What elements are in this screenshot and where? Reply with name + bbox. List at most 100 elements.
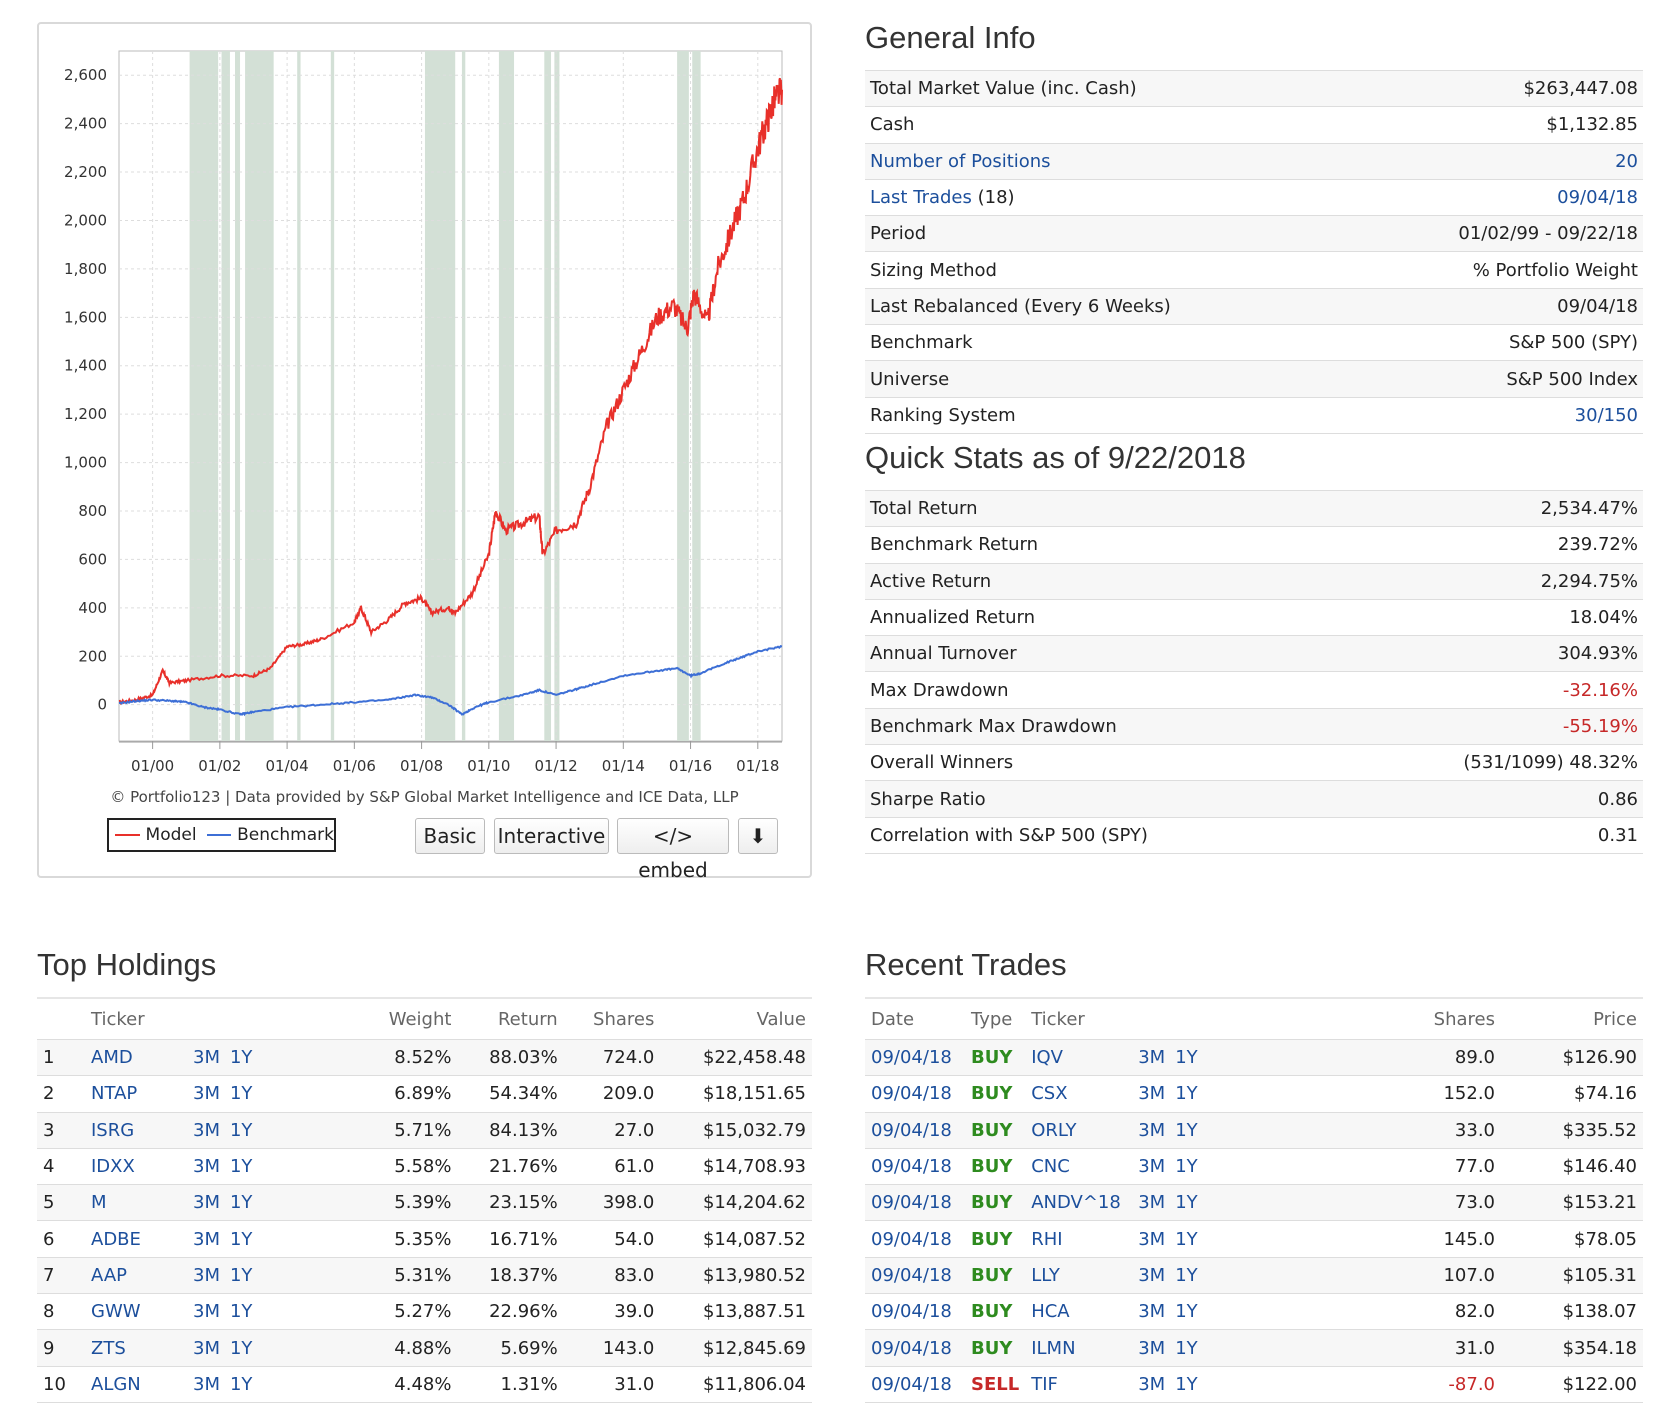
trade-date-link[interactable]: 09/04/18: [865, 1184, 965, 1221]
chart-1y-link[interactable]: 1Y: [1175, 1192, 1198, 1214]
holding-ticker-link[interactable]: AMD: [85, 1038, 187, 1076]
holding-ticker-link[interactable]: ADBE: [85, 1220, 187, 1258]
trade-ticker-link[interactable]: RHI: [1025, 1220, 1133, 1258]
value-header[interactable]: Value: [660, 997, 812, 1040]
ticker-header[interactable]: Ticker: [1025, 997, 1133, 1040]
trade-date-link[interactable]: 09/04/18: [865, 1365, 965, 1403]
type-header[interactable]: Type: [965, 997, 1026, 1040]
chart-3m-link[interactable]: 3M: [1138, 1228, 1166, 1250]
interactive-button[interactable]: Interactive: [494, 818, 609, 854]
return-header[interactable]: Return: [457, 997, 564, 1040]
info-value[interactable]: 20: [1348, 142, 1643, 180]
chart-3m-link[interactable]: 3M: [1138, 1373, 1166, 1395]
trade-ticker-link[interactable]: IQV: [1025, 1038, 1133, 1076]
chart-3m-link[interactable]: 3M: [193, 1192, 220, 1214]
chart-1y-link[interactable]: 1Y: [1175, 1337, 1198, 1359]
trade-date-link[interactable]: 09/04/18: [865, 1293, 965, 1330]
holding-ticker-link[interactable]: ISRG: [85, 1111, 187, 1149]
chart-3m-link[interactable]: 3M: [193, 1156, 220, 1178]
y-tick-label: 2,600: [64, 66, 107, 84]
chart-3m-link[interactable]: 3M: [193, 1301, 220, 1323]
performance-chart[interactable]: 2,600 2,400 2,200 2,000 1,800 1,600 1,400 1,200…: [39, 24, 810, 876]
chart-1y-link[interactable]: 1Y: [229, 1228, 253, 1250]
chart-3m-link[interactable]: 3M: [1138, 1301, 1166, 1323]
chart-1y-link[interactable]: 1Y: [229, 1047, 253, 1069]
chart-1y-link[interactable]: 1Y: [1175, 1228, 1198, 1250]
shares-header[interactable]: Shares: [1234, 997, 1501, 1040]
general-info-row: Universe S&P 500 Index: [865, 360, 1643, 398]
chart-3m-link[interactable]: 3M: [1138, 1119, 1166, 1141]
chart-1y-link[interactable]: 1Y: [1175, 1264, 1198, 1286]
chart-1y-link[interactable]: 1Y: [1175, 1047, 1198, 1069]
basic-button[interactable]: Basic: [415, 818, 485, 854]
chart-legend[interactable]: Model Benchmark: [107, 818, 336, 852]
chart-1y-link[interactable]: 1Y: [229, 1301, 253, 1323]
chart-3m-link[interactable]: 3M: [1138, 1337, 1166, 1359]
trade-ticker-link[interactable]: CNC: [1025, 1147, 1133, 1185]
weight-header[interactable]: Weight: [359, 997, 458, 1040]
trade-date-link[interactable]: 09/04/18: [865, 1147, 965, 1185]
model-legend-label[interactable]: Model: [145, 825, 197, 845]
chart-3m-link[interactable]: 3M: [1138, 1047, 1166, 1069]
trade-date-link[interactable]: 09/04/18: [865, 1329, 965, 1367]
chart-1y-link[interactable]: 1Y: [229, 1119, 253, 1141]
trade-date-link[interactable]: 09/04/18: [865, 1111, 965, 1149]
info-label[interactable]: Last Trades: [870, 187, 972, 209]
trade-ticker-link[interactable]: ILMN: [1025, 1329, 1133, 1367]
chart-1y-link[interactable]: 1Y: [1175, 1119, 1198, 1141]
chart-1y-link[interactable]: 1Y: [229, 1192, 253, 1214]
trade-date-link[interactable]: 09/04/18: [865, 1220, 965, 1258]
info-value[interactable]: 30/150: [1348, 396, 1643, 434]
embed-button[interactable]: </> embed: [617, 818, 729, 882]
chart-3m-link[interactable]: 3M: [1138, 1083, 1166, 1105]
quick-stat-row: Sharpe Ratio 0.86: [865, 780, 1643, 818]
info-label[interactable]: Number of Positions: [870, 150, 1051, 172]
recession-shade: [677, 51, 689, 741]
chart-1y-link[interactable]: 1Y: [1175, 1156, 1198, 1178]
benchmark-legend-label[interactable]: Benchmark: [237, 825, 334, 845]
chart-1y-link[interactable]: 1Y: [229, 1373, 253, 1395]
chart-1y-link[interactable]: 1Y: [229, 1083, 253, 1105]
chart-3m-link[interactable]: 3M: [193, 1264, 220, 1286]
holding-ticker-link[interactable]: IDXX: [85, 1147, 187, 1185]
trade-date-link[interactable]: 09/04/18: [865, 1038, 965, 1076]
chart-3m-link[interactable]: 3M: [193, 1228, 220, 1250]
holding-ticker-link[interactable]: AAP: [85, 1256, 187, 1294]
trade-ticker-link[interactable]: HCA: [1025, 1293, 1133, 1330]
chart-3m-link[interactable]: 3M: [1138, 1264, 1166, 1286]
info-label-cell[interactable]: Last Trades (18): [865, 178, 1349, 216]
shares-header[interactable]: Shares: [563, 997, 661, 1040]
holding-ticker-link[interactable]: GWW: [85, 1293, 187, 1330]
chart-3m-link[interactable]: 3M: [193, 1083, 220, 1105]
chart-3m-link[interactable]: 3M: [193, 1373, 220, 1395]
trade-ticker-link[interactable]: ANDV^18: [1025, 1184, 1133, 1221]
ticker-header[interactable]: Ticker: [85, 997, 187, 1040]
holding-ticker-link[interactable]: ALGN: [85, 1365, 187, 1403]
chart-3m-link[interactable]: 3M: [1138, 1156, 1166, 1178]
trade-date-link[interactable]: 09/04/18: [865, 1075, 965, 1113]
holding-ticker-link[interactable]: M: [85, 1184, 187, 1221]
trade-ticker-link[interactable]: LLY: [1025, 1256, 1133, 1294]
chart-1y-link[interactable]: 1Y: [229, 1156, 253, 1178]
download-icon[interactable]: ⬇: [738, 818, 778, 854]
chart-1y-link[interactable]: 1Y: [1175, 1083, 1198, 1105]
holding-ticker-link[interactable]: ZTS: [85, 1329, 187, 1367]
chart-3m-link[interactable]: 3M: [193, 1119, 220, 1141]
info-label-cell[interactable]: Number of Positions: [865, 142, 1349, 180]
trade-ticker-link[interactable]: TIF: [1025, 1365, 1133, 1403]
chart-3m-link[interactable]: 3M: [193, 1047, 220, 1069]
chart-1y-link[interactable]: 1Y: [229, 1264, 253, 1286]
chart-3m-link[interactable]: 3M: [193, 1337, 220, 1359]
info-label: Universe: [870, 368, 950, 390]
chart-1y-link[interactable]: 1Y: [1175, 1373, 1198, 1395]
chart-1y-link[interactable]: 1Y: [1175, 1301, 1198, 1323]
chart-3m-link[interactable]: 3M: [1138, 1192, 1166, 1214]
date-header[interactable]: Date: [865, 997, 965, 1040]
trade-ticker-link[interactable]: ORLY: [1025, 1111, 1133, 1149]
holding-ticker-link[interactable]: NTAP: [85, 1075, 187, 1113]
chart-1y-link[interactable]: 1Y: [229, 1337, 253, 1359]
price-header[interactable]: Price: [1501, 997, 1643, 1040]
trade-ticker-link[interactable]: CSX: [1025, 1075, 1133, 1113]
trade-date-link[interactable]: 09/04/18: [865, 1256, 965, 1294]
info-value[interactable]: 09/04/18: [1348, 178, 1643, 216]
